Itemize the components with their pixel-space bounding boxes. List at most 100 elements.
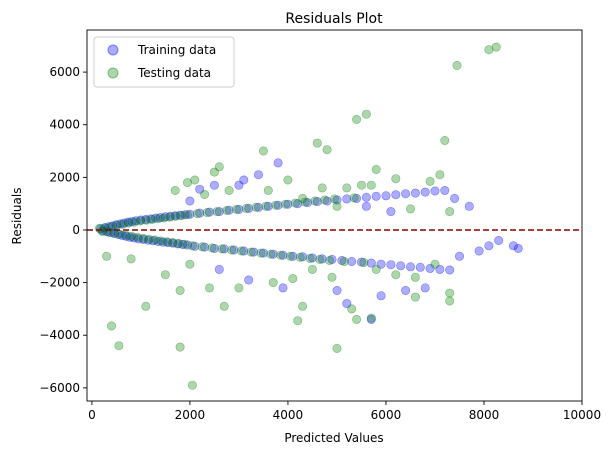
y-tick-label: 2000	[49, 170, 80, 184]
x-tick-label: 10000	[563, 408, 601, 422]
data-point	[229, 245, 239, 255]
data-point	[401, 189, 411, 199]
data-point	[135, 216, 145, 226]
data-point	[121, 230, 131, 240]
data-point	[484, 45, 494, 55]
data-point	[386, 260, 396, 270]
data-point	[185, 196, 195, 206]
data-point	[236, 246, 246, 256]
data-point	[276, 250, 286, 260]
data-point	[445, 207, 455, 217]
data-point	[123, 217, 133, 227]
data-point	[170, 186, 180, 196]
data-point	[200, 190, 210, 200]
data-point	[280, 199, 290, 209]
data-point	[342, 194, 352, 204]
data-point	[244, 203, 254, 213]
data-point	[295, 252, 305, 262]
data-point	[171, 211, 181, 221]
data-point	[327, 254, 337, 264]
data-point	[366, 314, 376, 324]
legend-marker-testing	[107, 67, 119, 79]
data-point	[347, 256, 357, 266]
data-point	[138, 234, 148, 244]
data-point	[187, 380, 197, 390]
data-point	[214, 207, 224, 217]
data-point	[217, 244, 227, 254]
data-point	[156, 236, 166, 246]
data-point	[185, 209, 195, 219]
data-point	[249, 247, 259, 257]
data-point	[312, 138, 322, 148]
data-point	[192, 209, 202, 219]
data-point	[298, 193, 308, 203]
data-point	[420, 187, 430, 197]
data-point	[108, 221, 118, 231]
data-point	[98, 226, 108, 236]
data-point	[234, 180, 244, 190]
data-point	[104, 222, 114, 232]
data-point	[156, 213, 166, 223]
data-point	[391, 190, 401, 200]
data-point	[180, 210, 190, 220]
data-point	[115, 219, 125, 229]
data-point	[219, 301, 229, 311]
data-point	[298, 301, 308, 311]
data-point	[143, 235, 153, 245]
data-point	[293, 316, 303, 326]
data-point	[256, 248, 266, 258]
data-point	[322, 196, 332, 206]
x-tick-label: 8000	[469, 408, 500, 422]
data-point	[234, 204, 244, 214]
data-point	[209, 180, 219, 190]
data-point	[102, 251, 112, 261]
data-point	[361, 192, 371, 202]
data-point	[117, 231, 127, 241]
data-point	[224, 205, 234, 215]
data-point	[183, 178, 193, 188]
data-point	[162, 237, 172, 247]
data-point	[337, 255, 347, 265]
data-point	[454, 251, 464, 261]
data-point	[190, 241, 200, 251]
data-point	[361, 201, 371, 211]
data-point	[420, 283, 430, 293]
data-point	[290, 198, 300, 208]
data-point	[180, 239, 190, 249]
data-point	[307, 264, 317, 274]
x-tick-label: 2000	[175, 408, 206, 422]
data-point	[445, 288, 455, 298]
data-point	[288, 251, 298, 261]
data-point	[317, 254, 327, 264]
y-axis-ticks: −6000 −4000 −2000 0 2000 4000 6000	[39, 65, 87, 395]
data-point	[170, 211, 180, 221]
data-point	[278, 283, 288, 293]
data-point	[159, 213, 169, 223]
data-point	[352, 115, 362, 125]
legend-label-training: Training data	[137, 43, 216, 57]
data-point	[124, 218, 134, 228]
data-point	[405, 262, 415, 272]
data-point	[376, 259, 386, 269]
x-tick-label: 0	[88, 408, 96, 422]
data-point	[430, 259, 440, 269]
data-point	[127, 217, 137, 227]
data-point	[349, 193, 359, 203]
data-point	[107, 321, 117, 331]
data-point	[212, 207, 222, 217]
data-point	[329, 194, 339, 204]
y-tick-label: 6000	[49, 65, 80, 79]
data-point	[141, 215, 151, 225]
data-point	[160, 212, 170, 222]
data-point	[227, 245, 237, 255]
data-point	[151, 213, 161, 223]
data-point	[283, 199, 293, 209]
data-point	[127, 231, 137, 241]
data-point	[494, 236, 504, 246]
x-axis-ticks: 0 2000 4000 6000 8000 10000	[88, 401, 601, 422]
data-point	[391, 270, 401, 280]
data-point	[165, 211, 175, 221]
data-point	[366, 180, 376, 190]
data-point	[464, 201, 474, 211]
data-point	[288, 274, 298, 284]
